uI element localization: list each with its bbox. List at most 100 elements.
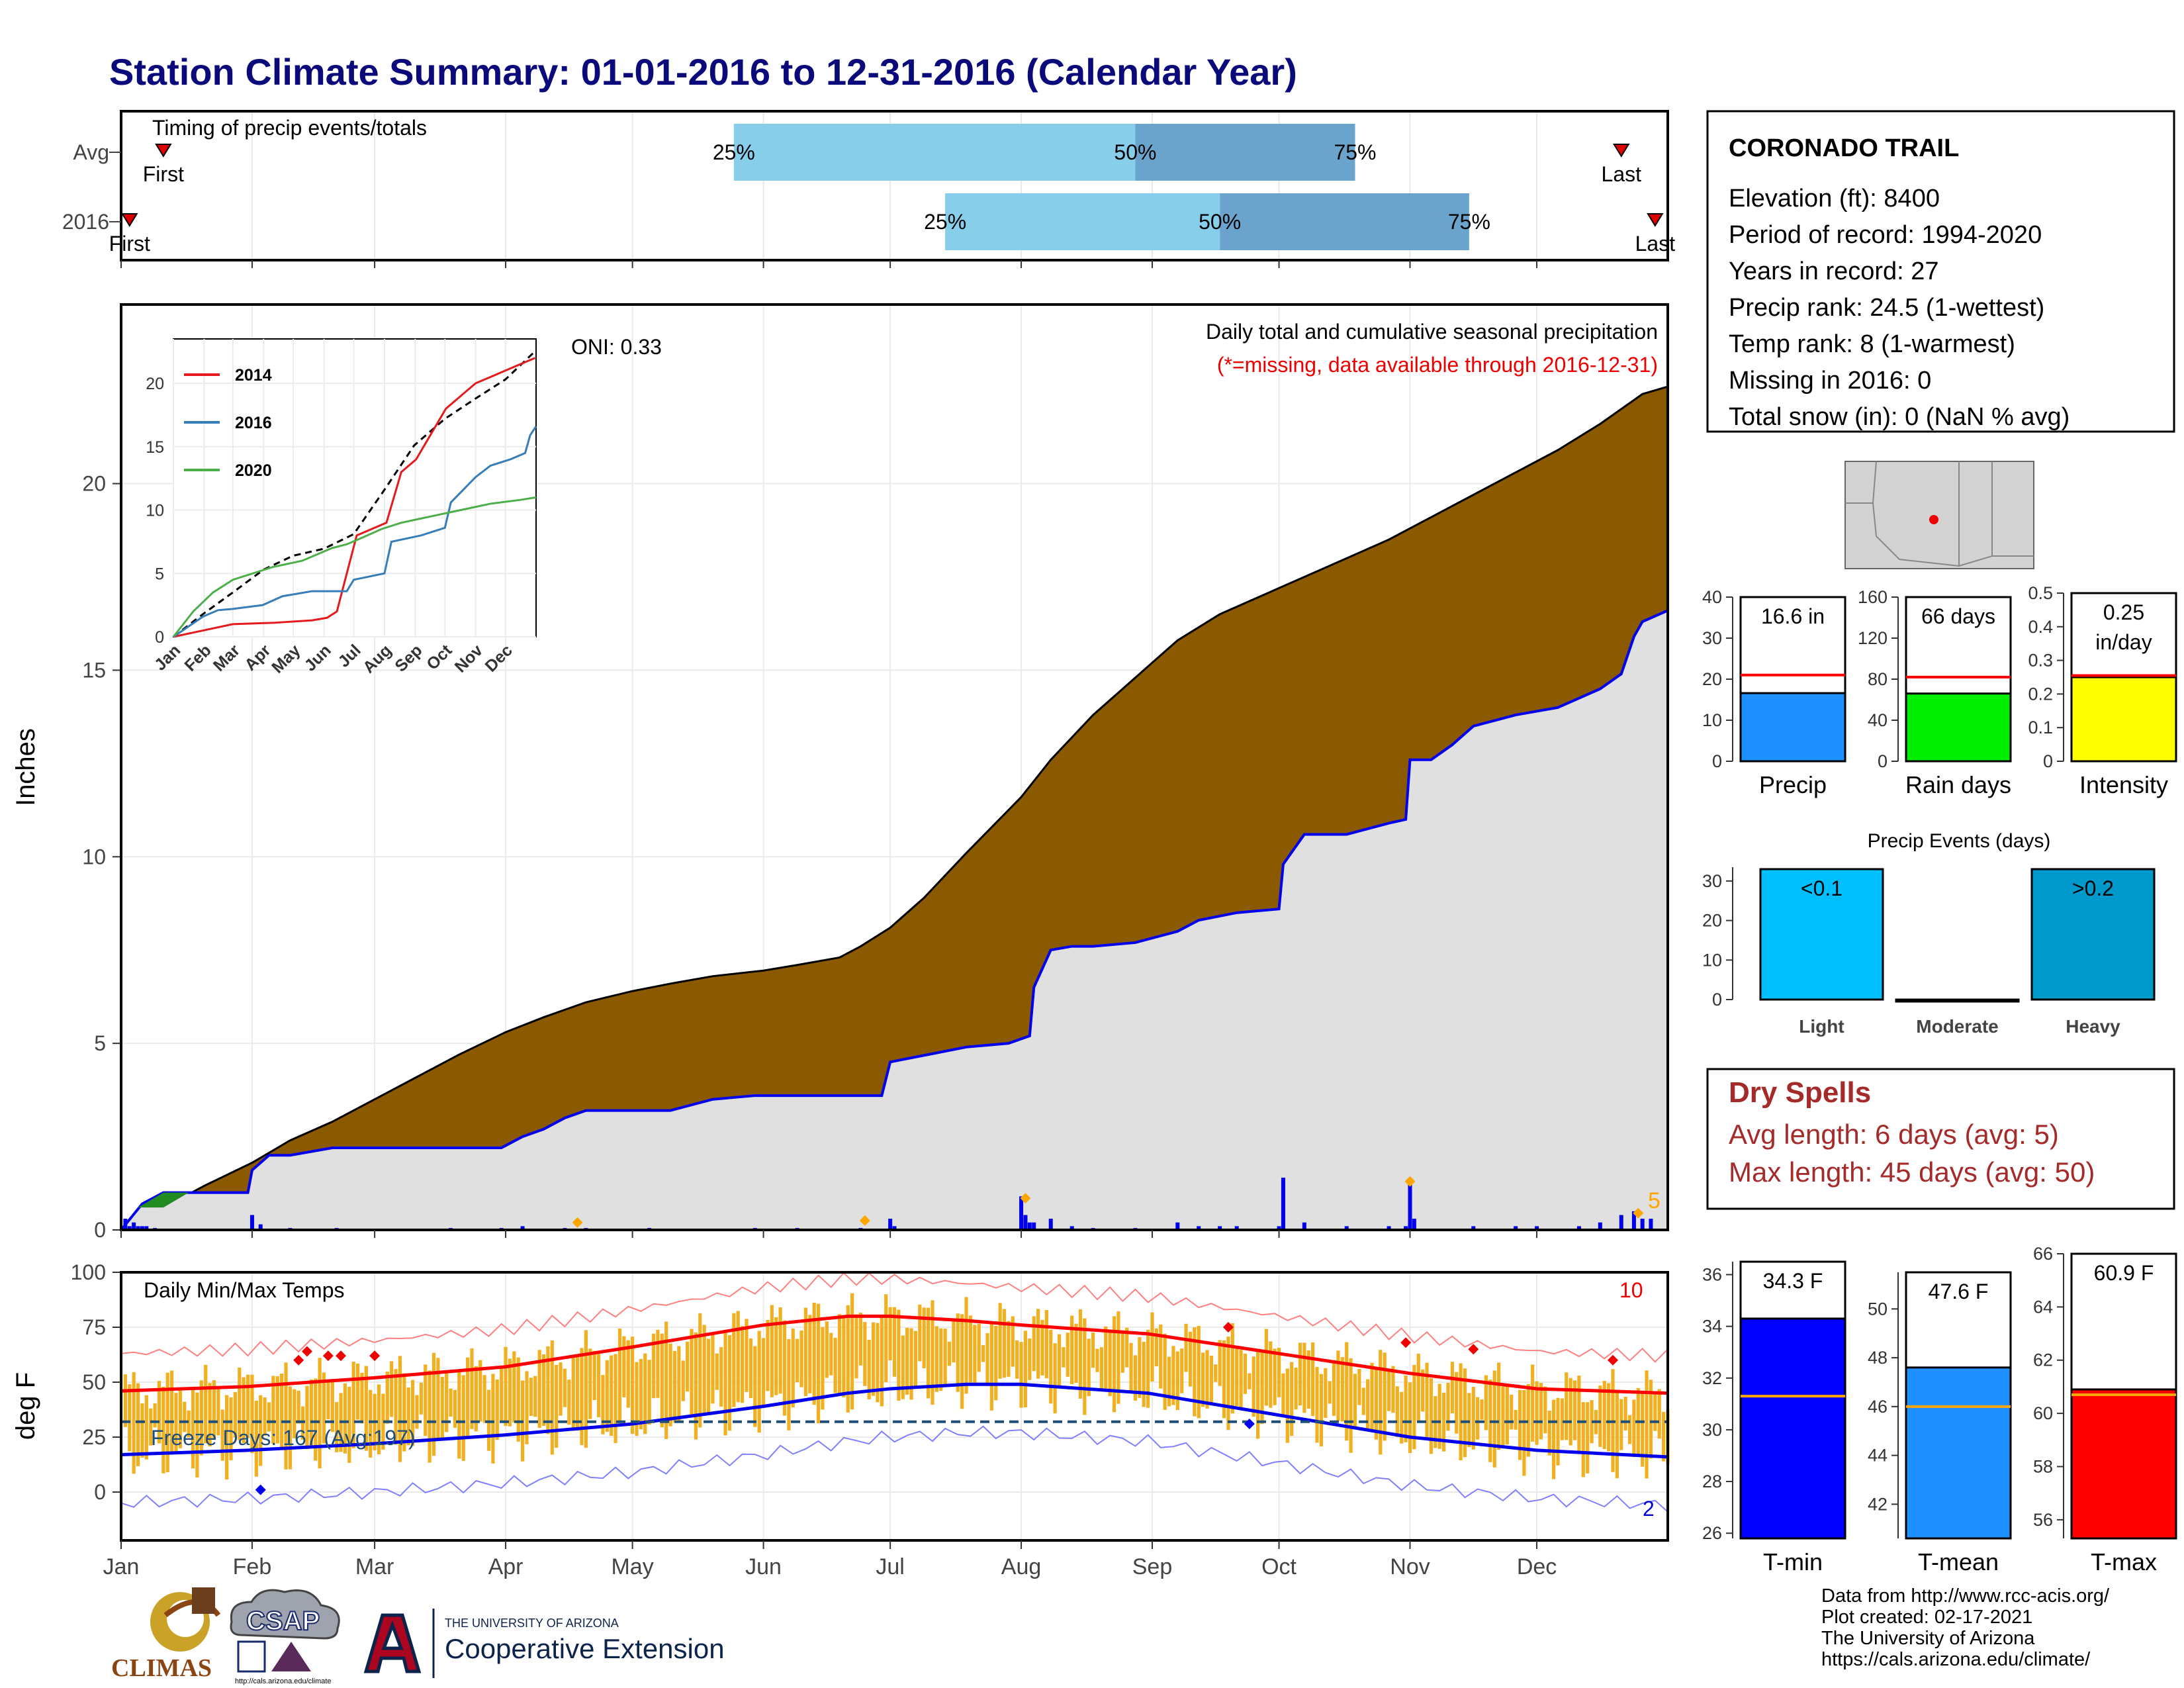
last-event-label-0: Last — [1602, 162, 1642, 186]
bar-value-label-0: 16.6 in — [1761, 604, 1825, 628]
station-name: CORONADO TRAIL — [1729, 134, 1959, 162]
temp-ylabel: deg F — [11, 1372, 40, 1440]
timing-quantile-label-0-2: 75% — [1334, 140, 1376, 164]
daily-temp-bar — [288, 1386, 293, 1470]
bar-ytick-label-4-5: 36 — [1702, 1265, 1722, 1285]
daily-temp-bar — [1496, 1362, 1501, 1450]
bar-category-label-4: T-min — [1763, 1548, 1823, 1575]
logos: CLIMAS CSAP http://cals.arizona.edu/clim… — [111, 1587, 725, 1685]
record-high-marker — [301, 1346, 312, 1357]
daily-temp-bar — [1425, 1362, 1429, 1437]
timing-label: Timing of precip events/totals — [152, 116, 427, 140]
csap-logo: CSAP http://cals.arizona.edu/climate — [230, 1589, 340, 1685]
daily-temp-bar — [284, 1362, 288, 1470]
daily-temp-bar — [622, 1336, 626, 1397]
daily-precip-bar — [1344, 1226, 1349, 1230]
daily-temp-bar — [596, 1354, 601, 1417]
timing-q2-bar-0 — [1135, 124, 1355, 181]
daily-temp-bar — [1641, 1391, 1645, 1467]
precip-corner-count: 5 — [1648, 1188, 1661, 1213]
daily-precip-bar — [520, 1226, 525, 1230]
inset-series-line-2016 — [173, 426, 537, 638]
daily-temp-bar — [1357, 1369, 1361, 1405]
bar-ytick-label-6-3: 62 — [2033, 1350, 2053, 1370]
daily-temp-bar — [1125, 1327, 1129, 1368]
daily-temp-bar — [305, 1385, 309, 1450]
inset-ytick-label-0: 0 — [155, 628, 164, 647]
daily-temp-bar — [973, 1325, 977, 1384]
daily-temp-bar — [385, 1372, 389, 1424]
daily-temp-bar — [394, 1369, 398, 1445]
daily-record-marker — [572, 1217, 583, 1228]
daily-temp-bar — [1569, 1378, 1572, 1446]
ua-logo: THE UNIVERSITY OF ARIZONA Cooperative Ex… — [363, 1609, 725, 1678]
daily-temp-bar — [1171, 1346, 1175, 1405]
record-high-marker — [336, 1350, 347, 1362]
daily-temp-bar — [1057, 1334, 1062, 1387]
daily-temp-bar — [964, 1297, 968, 1394]
daily-temp-bar — [1645, 1370, 1649, 1479]
ua-big-text: Cooperative Extension — [445, 1633, 725, 1664]
daily-temp-bar — [1218, 1340, 1222, 1386]
bar-ytick-label-0-0: 0 — [1712, 751, 1722, 771]
daily-temp-bar — [1319, 1374, 1324, 1446]
daily-temp-bar — [1531, 1364, 1535, 1442]
daily-temp-bar — [123, 1374, 127, 1427]
daily-precip-bar — [136, 1226, 140, 1230]
daily-temp-bar — [229, 1397, 233, 1460]
bar-value-5 — [1905, 1366, 2012, 1540]
record-low-marker — [255, 1484, 266, 1495]
station-line-4: Temp rank: 8 (1-warmest) — [1729, 330, 2015, 358]
daily-temp-bar — [195, 1392, 199, 1478]
station-info-box: CORONADO TRAIL Elevation (ft): 8400 Perio… — [1706, 110, 2175, 433]
daily-temp-bar — [1340, 1357, 1344, 1422]
daily-record-marker — [1633, 1207, 1644, 1219]
daily-temp-bar — [952, 1319, 956, 1363]
daily-temp-bar — [787, 1338, 791, 1430]
daily-temp-bar — [1028, 1338, 1032, 1380]
daily-precip-bar — [1032, 1222, 1036, 1230]
dry-spells-max: Max length: 45 days (avg: 50) — [1729, 1156, 2095, 1188]
timing-row-label-1: 2016 — [62, 210, 109, 234]
daily-precip-bar — [1027, 1222, 1032, 1230]
daily-temp-bar — [635, 1362, 639, 1436]
first-event-marker-0 — [155, 144, 172, 158]
precip-ytick-label-2: 10 — [82, 845, 106, 868]
daily-temp-bar — [482, 1375, 486, 1423]
daily-temp-bar — [1222, 1340, 1226, 1419]
daily-temp-bar — [1492, 1370, 1496, 1468]
daily-temp-bar — [1281, 1373, 1285, 1415]
daily-temp-bar — [1607, 1383, 1611, 1452]
daily-temp-bar — [309, 1379, 313, 1448]
daily-temp-bar — [208, 1383, 212, 1446]
daily-temp-bar — [1602, 1381, 1606, 1450]
daily-temp-bar — [791, 1328, 795, 1408]
daily-temp-bar — [555, 1364, 559, 1448]
daily-temp-bar — [761, 1338, 766, 1406]
csap-mountain-icon — [271, 1642, 311, 1671]
events-bar-moderate — [1895, 998, 2020, 1003]
precip-subtitle: Daily total and cumulative seasonal prec… — [1206, 320, 1658, 344]
events-ytick-label-2: 20 — [1702, 911, 1722, 931]
daily-temp-bar — [1429, 1378, 1433, 1454]
daily-temp-bar — [913, 1331, 918, 1387]
events-ytick-label-3: 30 — [1702, 871, 1722, 891]
timing-row-label-0: Avg — [73, 140, 109, 164]
daily-temp-bar — [1083, 1318, 1087, 1415]
timing-quantile-label-1-1: 50% — [1199, 210, 1241, 234]
daily-temp-bar — [1011, 1316, 1015, 1367]
daily-temp-bar — [183, 1401, 187, 1432]
inset-ytick-label-1: 5 — [155, 565, 164, 583]
daily-temp-bar — [1290, 1362, 1294, 1436]
daily-temp-bar — [1366, 1379, 1370, 1431]
daily-temp-bar — [812, 1302, 816, 1405]
bar-ytick-label-4-4: 34 — [1702, 1317, 1722, 1336]
daily-temp-bar — [808, 1315, 812, 1393]
daily-temp-bar — [1361, 1387, 1365, 1415]
daily-temp-bar — [246, 1374, 250, 1438]
bar-ytick-label-0-4: 40 — [1702, 587, 1722, 607]
bar-ytick-label-2-3: 0.3 — [2028, 651, 2053, 671]
daily-precip-bar — [1277, 1226, 1281, 1230]
daily-temp-bar — [1349, 1358, 1353, 1453]
daily-temp-bar — [880, 1317, 884, 1407]
